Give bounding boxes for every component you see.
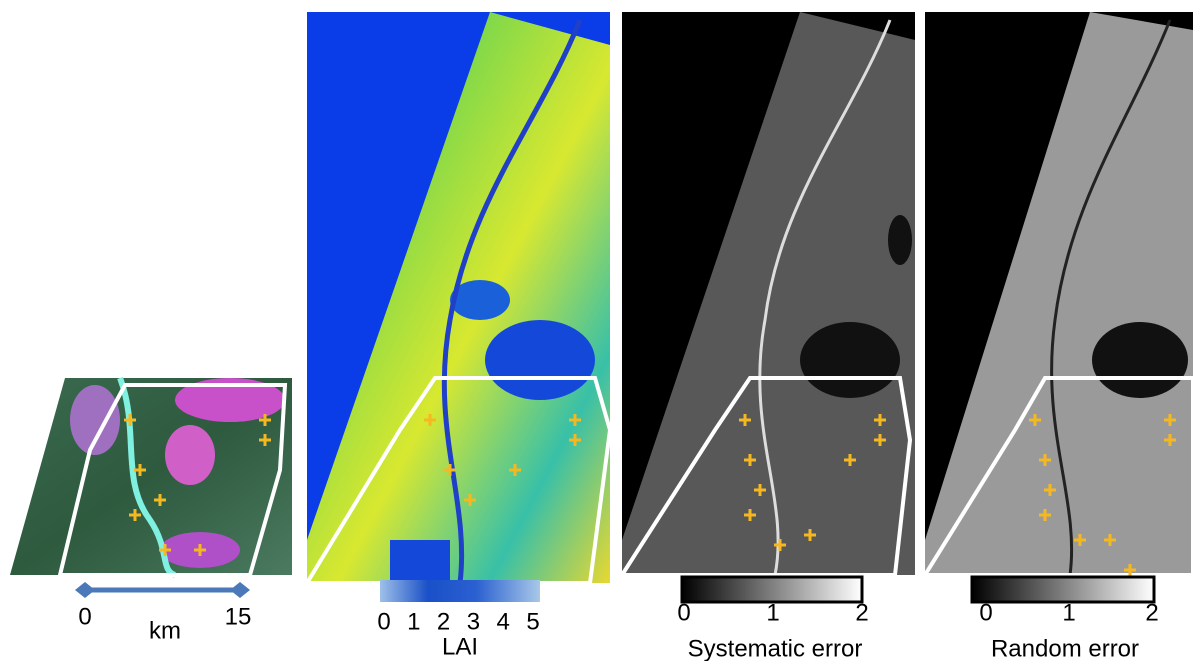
tick-label: 1 <box>766 599 779 626</box>
colorbar-label: Systematic error <box>688 635 863 661</box>
tick-label: 2 <box>1145 599 1158 626</box>
tick-label: 1 <box>407 608 420 635</box>
random-error-map <box>921 12 1193 577</box>
colorbar <box>680 575 864 604</box>
tick-label: 4 <box>497 608 510 635</box>
lai-map <box>303 12 613 585</box>
systematic-error-map <box>618 12 915 577</box>
tick-label: 3 <box>467 608 480 635</box>
colorbar-label: Random error <box>991 635 1139 661</box>
tick-label: 0 <box>979 599 992 626</box>
tick-label: 15 <box>225 603 252 630</box>
scale-bar <box>75 582 250 598</box>
colorbar <box>380 580 540 602</box>
scale-unit: km <box>149 617 181 644</box>
tick-label: 1 <box>1062 599 1075 626</box>
tick-label: 0 <box>377 608 390 635</box>
tick-label: 0 <box>78 603 91 630</box>
satellite-image <box>10 376 292 578</box>
tick-label: 5 <box>526 608 539 635</box>
tick-label: 2 <box>437 608 450 635</box>
field-sites <box>124 414 1176 576</box>
tick-label: 2 <box>855 599 868 626</box>
colorbar-label: LAI <box>442 633 478 660</box>
colorbar <box>970 575 1156 604</box>
tick-label: 0 <box>677 599 690 626</box>
